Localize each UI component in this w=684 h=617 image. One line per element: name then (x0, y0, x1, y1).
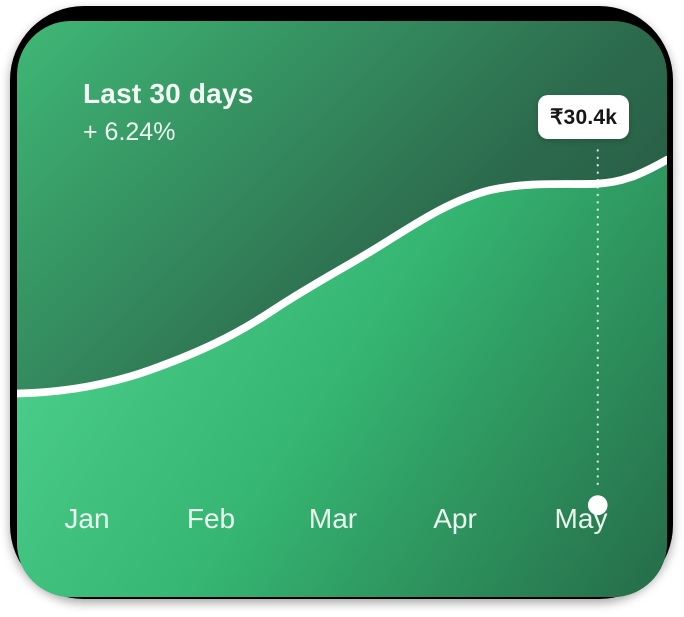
x-label-feb: Feb (186, 503, 236, 534)
x-label-mar: Mar (308, 503, 358, 534)
chart-canvas[interactable] (17, 21, 667, 597)
period-label: Last 30 days (83, 78, 254, 109)
revenue-chart-card: Last 30 days + 6.24% ₹30.4k Jan Feb Mar … (17, 21, 667, 597)
trend-line (17, 155, 667, 398)
x-axis: Jan Feb Mar Apr May (17, 502, 667, 536)
x-label-apr: Apr (433, 503, 477, 534)
x-label-may: May (554, 503, 608, 534)
tooltip-value: ₹30.4k (550, 105, 618, 129)
change-percentage-label: + 6.24% (83, 118, 176, 146)
x-label-jan: Jan (64, 503, 110, 534)
data-point-marker[interactable] (587, 495, 608, 516)
card-header: Last 30 days + 6.24% (83, 77, 254, 147)
area-fill (17, 159, 667, 597)
value-tooltip: ₹30.4k (538, 95, 630, 139)
